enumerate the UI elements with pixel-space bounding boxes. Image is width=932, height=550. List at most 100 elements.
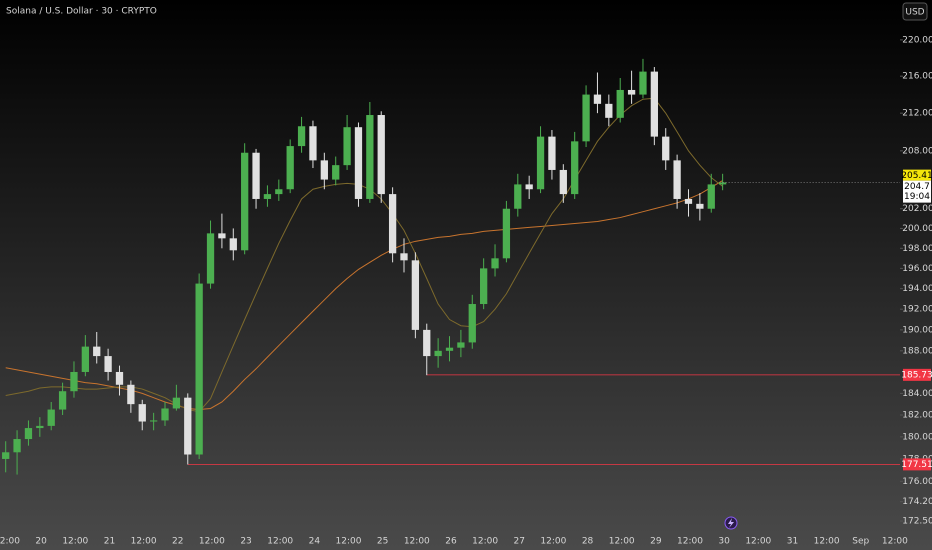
- x-tick-label: 12:00: [131, 537, 157, 547]
- candle-body: [354, 127, 363, 199]
- x-tick-label: 25: [377, 537, 388, 547]
- x-tick-label: 12:00: [472, 537, 498, 547]
- currency-button-label[interactable]: USD: [905, 8, 924, 18]
- candle-body: [434, 350, 442, 357]
- y-tick-label: 180.00: [902, 432, 932, 442]
- candle-body: [24, 428, 33, 440]
- x-tick-label: 28: [582, 537, 594, 547]
- candle-body: [81, 346, 89, 372]
- moving-average: [5, 97, 723, 413]
- candle-body: [36, 425, 44, 429]
- candle-body: [445, 347, 454, 351]
- x-tick-label: 30: [718, 537, 730, 547]
- candle-body: [58, 391, 67, 410]
- x-tick-label: 12:00: [0, 537, 20, 547]
- candle-body: [582, 94, 590, 142]
- candle-body: [229, 238, 237, 251]
- candle-body: [536, 136, 545, 190]
- x-tick-label: 12:00: [267, 537, 293, 547]
- candle-body: [332, 165, 340, 180]
- x-tick-label: 29: [650, 537, 662, 547]
- level-label-box: [903, 368, 931, 381]
- candle-body: [218, 233, 226, 239]
- x-tick-label: 20: [35, 537, 47, 547]
- x-tick-label: 27: [514, 537, 525, 547]
- candle-body: [616, 89, 624, 118]
- candle-body: [343, 127, 351, 166]
- moving-average: [5, 180, 723, 411]
- y-tick-label: 196.00: [902, 264, 932, 274]
- candle-body: [366, 115, 374, 199]
- level-label: 177.51: [901, 460, 932, 470]
- y-tick-label: 188.00: [902, 346, 932, 356]
- candle-body: [127, 384, 135, 405]
- candle-body: [411, 260, 420, 330]
- candle-body: [491, 258, 499, 269]
- candle-body: [241, 152, 249, 251]
- x-tick-label: 21: [104, 537, 115, 547]
- candle-body: [662, 136, 670, 161]
- candle-body: [684, 198, 693, 204]
- y-tick-label: 198.00: [902, 244, 932, 254]
- y-tick-label: 174.20: [902, 497, 932, 507]
- x-tick-label: 23: [240, 537, 251, 547]
- candle-body: [639, 71, 647, 95]
- ma-label-box: [903, 169, 931, 181]
- candle-body: [149, 420, 158, 422]
- x-tick-label: 12:00: [62, 537, 88, 547]
- candle-body: [184, 397, 192, 455]
- x-tick-label: 12:00: [336, 537, 362, 547]
- event-icon[interactable]: [724, 516, 738, 530]
- x-tick-label: 31: [787, 537, 798, 547]
- x-tick-label: 12:00: [677, 537, 703, 547]
- y-tick-label: 192.00: [902, 305, 932, 315]
- y-tick-label: 176.00: [902, 477, 932, 487]
- candle-body: [696, 203, 704, 209]
- x-tick-label: 22: [172, 537, 183, 547]
- candle-body: [627, 89, 636, 95]
- ma-label: 205.41: [901, 171, 932, 181]
- candle-body: [297, 126, 306, 147]
- y-tick-label: 190.00: [902, 325, 932, 335]
- candle-body: [70, 371, 78, 392]
- candle-body: [548, 136, 556, 170]
- candle-body: [2, 452, 10, 459]
- candle-body: [206, 233, 215, 284]
- candle-body: [93, 346, 101, 357]
- chart-title: Solana / U.S. Dollar · 30 · CRYPTO: [6, 7, 157, 17]
- candle-body: [673, 160, 681, 199]
- candle-body: [115, 371, 124, 385]
- candle-body: [718, 182, 727, 185]
- x-tick-label: 12:00: [404, 537, 430, 547]
- candle-body: [571, 141, 579, 195]
- x-tick-label: 24: [309, 537, 321, 547]
- candle-body: [502, 208, 511, 259]
- y-tick-label: 216.00: [902, 72, 932, 82]
- candle-body: [161, 408, 169, 421]
- last-price: 204.7: [904, 182, 930, 192]
- currency-button[interactable]: [902, 2, 928, 21]
- candle-body: [275, 189, 283, 195]
- candle-body: [525, 184, 533, 190]
- candle-body: [650, 71, 658, 137]
- candle-body: [605, 103, 613, 118]
- candle-body: [457, 342, 465, 348]
- y-tick-label: 202.00: [902, 204, 932, 214]
- candle-body: [559, 169, 567, 195]
- candle-body: [104, 356, 112, 372]
- candle-body: [13, 439, 21, 453]
- candle-body: [138, 404, 146, 422]
- x-tick-label: 12:00: [609, 537, 635, 547]
- x-tick-label: 12:00: [745, 537, 771, 547]
- countdown: 19:04: [904, 192, 930, 202]
- candle-body: [195, 283, 203, 455]
- candle-body: [468, 304, 476, 343]
- candle-body: [707, 184, 715, 209]
- x-tick-label: 12:00: [540, 537, 566, 547]
- candle-body: [388, 194, 397, 254]
- candle-body: [47, 409, 55, 426]
- x-tick-label: 12:00: [814, 537, 840, 547]
- level-label: 185.73: [901, 370, 932, 380]
- y-tick-label: 172.50: [902, 517, 932, 527]
